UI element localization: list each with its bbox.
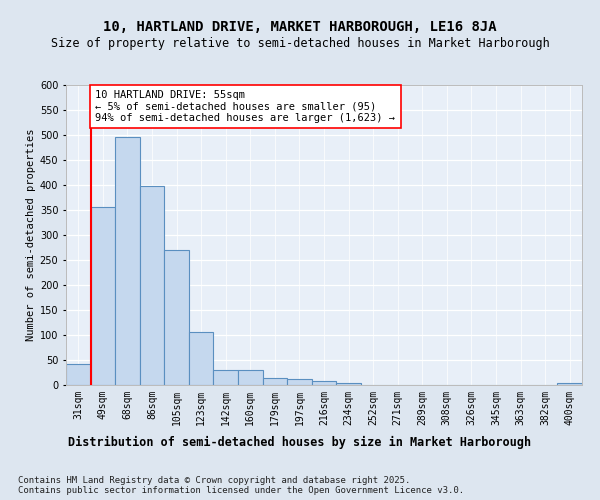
Text: Contains HM Land Registry data © Crown copyright and database right 2025.
Contai: Contains HM Land Registry data © Crown c… (18, 476, 464, 495)
Bar (189, 332, 214, 385)
Bar (263, 378, 287, 385)
Text: 10 HARTLAND DRIVE: 55sqm
← 5% of semi-detached houses are smaller (95)
94% of se: 10 HARTLAND DRIVE: 55sqm ← 5% of semi-de… (95, 90, 395, 123)
Bar (115, 136, 140, 385)
Bar (164, 250, 189, 385)
Bar (557, 382, 582, 385)
Bar (336, 382, 361, 385)
Y-axis label: Number of semi-detached properties: Number of semi-detached properties (26, 128, 35, 341)
Bar (238, 370, 263, 385)
Bar (312, 381, 336, 385)
Bar (91, 206, 115, 385)
Text: Distribution of semi-detached houses by size in Market Harborough: Distribution of semi-detached houses by … (68, 436, 532, 449)
Bar (287, 379, 312, 385)
Bar (214, 370, 238, 385)
Bar (66, 364, 91, 385)
Text: 10, HARTLAND DRIVE, MARKET HARBOROUGH, LE16 8JA: 10, HARTLAND DRIVE, MARKET HARBOROUGH, L… (103, 20, 497, 34)
Text: Size of property relative to semi-detached houses in Market Harborough: Size of property relative to semi-detach… (50, 38, 550, 51)
Bar (140, 186, 164, 385)
